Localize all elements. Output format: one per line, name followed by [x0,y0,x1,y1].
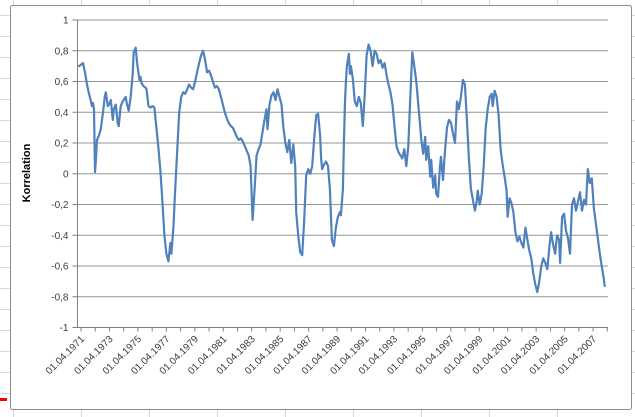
y-tick-label: -1 [60,323,69,334]
red-cell-border-mark [0,398,7,401]
y-tick-label: 0 [63,169,69,180]
axis-ticks-group [72,19,608,332]
y-tick-label: 0,8 [55,46,69,57]
y-tick-label: 0,2 [55,139,69,150]
chart-object-frame[interactable] [10,5,632,410]
y-axis-title: Korrelation [21,143,33,202]
y-tick-label: -0,4 [51,231,69,242]
y-axis-tick-labels: 1 0,8 0,6 0,4 0,2 0 -0,2 -0,4 -0,6 -0,8 -1 [51,16,69,335]
y-tick-label: -0,6 [51,262,69,273]
y-tick-label: 1 [63,16,69,27]
correlation-series-line [77,43,606,294]
y-tick-label: 0,4 [55,108,69,119]
y-tick-label: 0,6 [55,77,69,88]
y-tick-label: -0,2 [51,200,69,211]
y-tick-label: -0,8 [51,292,69,303]
